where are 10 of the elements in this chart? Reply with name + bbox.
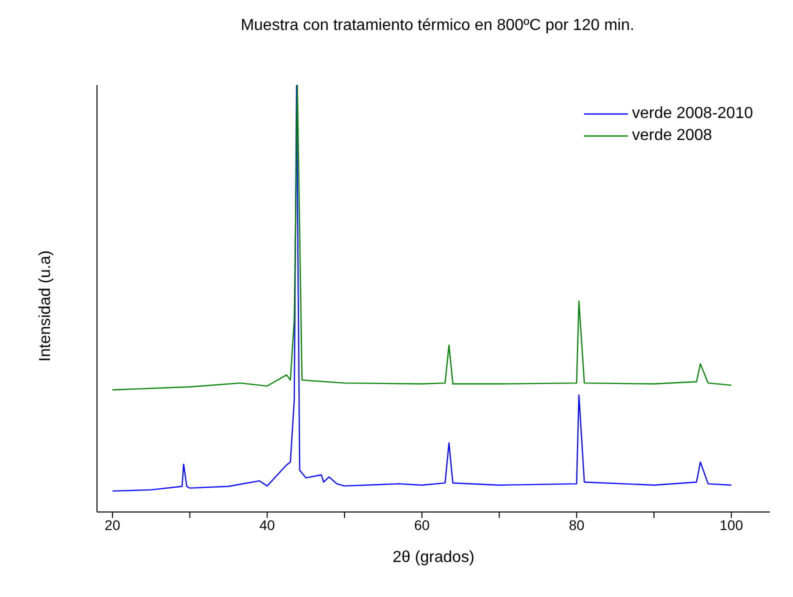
legend-label: verde 2008 (632, 127, 712, 145)
x-tick-label: 60 (414, 516, 430, 533)
x-axis-title: 2θ (grados) (392, 549, 474, 566)
legend-label: verde 2008-2010 (632, 105, 753, 123)
chart-title: Muestra con tratamiento térmico en 800ºC por 120 min. (240, 17, 636, 35)
x-tick-label: 40 (259, 516, 276, 533)
x-tick-label: 100 (720, 516, 744, 533)
x-tick-label: 80 (568, 516, 585, 533)
y-axis-title: Intensidad (u.a) (37, 250, 55, 362)
x-tick-label: 20 (104, 516, 120, 533)
